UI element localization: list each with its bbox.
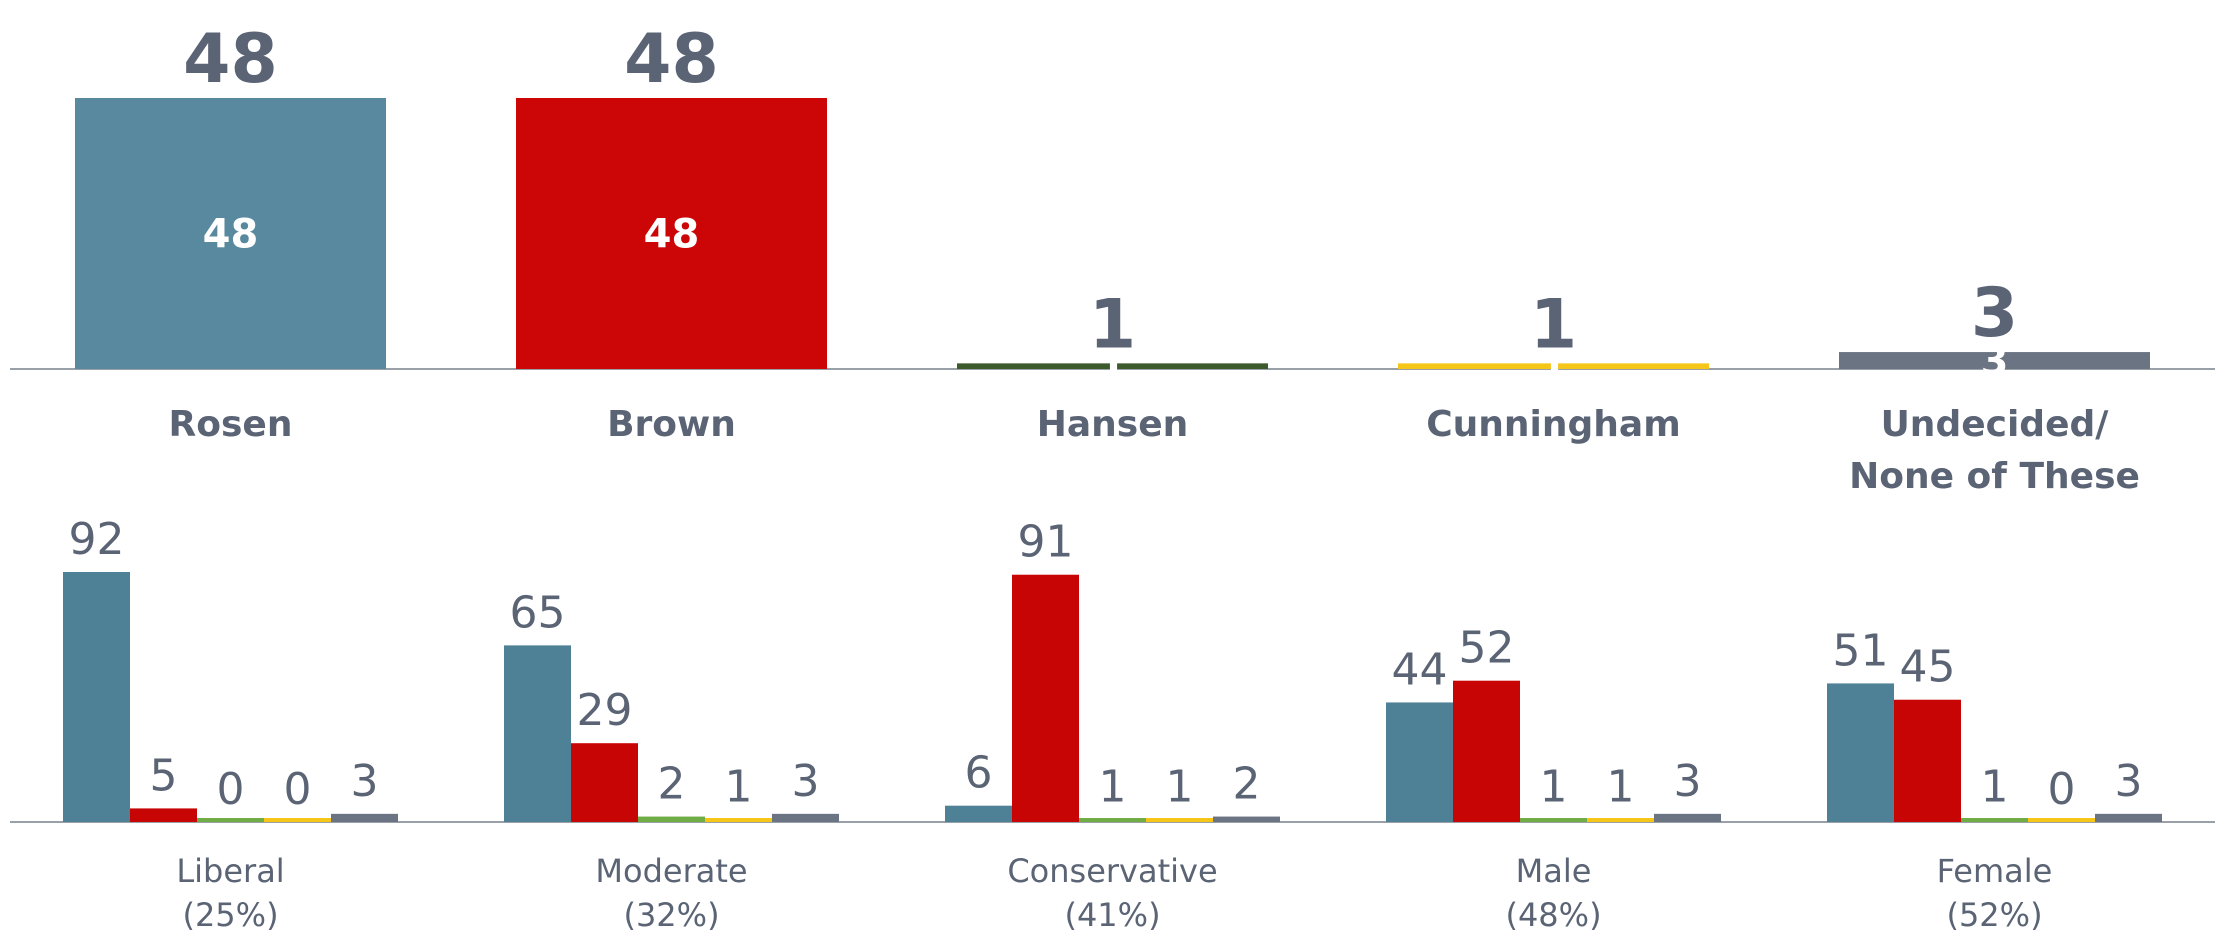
bar xyxy=(705,818,772,822)
value-label: 1 xyxy=(1540,761,1568,812)
value-label: 1 xyxy=(725,761,753,812)
value-label: 3 xyxy=(351,756,379,807)
inner-value-label: 48 xyxy=(203,212,259,258)
bar xyxy=(957,363,1268,369)
bar xyxy=(1961,818,2028,822)
category-label: (32%) xyxy=(623,896,719,934)
bar xyxy=(772,813,839,822)
value-label: 92 xyxy=(69,514,125,565)
inner-value-label: 1 xyxy=(1540,344,1568,390)
category-label: Cunningham xyxy=(1426,404,1680,445)
bar xyxy=(504,645,571,822)
bar xyxy=(1213,816,1280,822)
value-label: 3 xyxy=(792,756,820,807)
value-label: 44 xyxy=(1392,644,1448,695)
bar xyxy=(1453,680,1520,822)
category-label: Female xyxy=(1937,852,2053,890)
category-label: Conservative xyxy=(1007,852,1217,890)
value-label: 29 xyxy=(577,685,633,736)
bar xyxy=(75,98,386,369)
bar xyxy=(197,818,264,822)
value-label: 3 xyxy=(1674,756,1702,807)
value-label: 48 xyxy=(624,20,719,99)
value-label: 48 xyxy=(183,20,278,99)
value-label: 3 xyxy=(1971,274,2018,353)
bar xyxy=(1654,813,1721,822)
value-label: 0 xyxy=(217,764,245,815)
bar xyxy=(945,805,1012,822)
value-label: 1 xyxy=(1166,761,1194,812)
category-label: Liberal xyxy=(176,852,284,890)
bar xyxy=(571,743,638,822)
value-label: 51 xyxy=(1833,625,1889,676)
value-label: 1 xyxy=(1607,761,1635,812)
bar xyxy=(1520,818,1587,822)
value-label: 91 xyxy=(1018,517,1074,568)
category-label: Male xyxy=(1516,852,1592,890)
category-label: Undecided/ xyxy=(1881,404,2110,445)
inner-value-label: 3 xyxy=(1981,339,2009,385)
bar xyxy=(331,813,398,822)
bar xyxy=(516,98,827,369)
bar xyxy=(1386,702,1453,822)
category-label: Hansen xyxy=(1037,404,1189,445)
value-label: 2 xyxy=(1233,759,1261,810)
bar xyxy=(1146,818,1213,822)
bar xyxy=(1894,699,1961,822)
bar xyxy=(1012,574,1079,822)
inner-value-label: 1 xyxy=(1099,344,1127,390)
category-label: Brown xyxy=(607,404,736,445)
value-label: 5 xyxy=(150,750,178,801)
value-label: 65 xyxy=(510,587,566,638)
category-label: Rosen xyxy=(169,404,293,445)
bar xyxy=(264,818,331,822)
bar xyxy=(1827,683,1894,822)
category-label: (41%) xyxy=(1064,896,1160,934)
value-label: 2 xyxy=(658,759,686,810)
bar xyxy=(1398,363,1709,369)
inner-value-label: 48 xyxy=(644,212,700,258)
bar xyxy=(638,816,705,822)
value-label: 3 xyxy=(2115,756,2143,807)
value-label: 6 xyxy=(965,748,993,799)
value-label: 1 xyxy=(1981,761,2009,812)
bar xyxy=(2028,818,2095,822)
category-label: (48%) xyxy=(1505,896,1601,934)
category-label: None of These xyxy=(1849,456,2140,497)
value-label: 45 xyxy=(1900,642,1956,693)
value-label: 1 xyxy=(1530,285,1577,364)
value-label: 1 xyxy=(1099,761,1127,812)
value-label: 0 xyxy=(2048,764,2076,815)
bar xyxy=(1587,818,1654,822)
bar xyxy=(63,572,130,822)
value-label: 1 xyxy=(1089,285,1136,364)
bar xyxy=(1079,818,1146,822)
category-label: (52%) xyxy=(1946,896,2042,934)
bar xyxy=(130,808,197,822)
bar xyxy=(2095,813,2162,822)
value-label: 0 xyxy=(284,764,312,815)
category-label: (25%) xyxy=(182,896,278,934)
category-label: Moderate xyxy=(595,852,747,890)
value-label: 52 xyxy=(1459,623,1515,674)
bar xyxy=(1839,352,2150,369)
